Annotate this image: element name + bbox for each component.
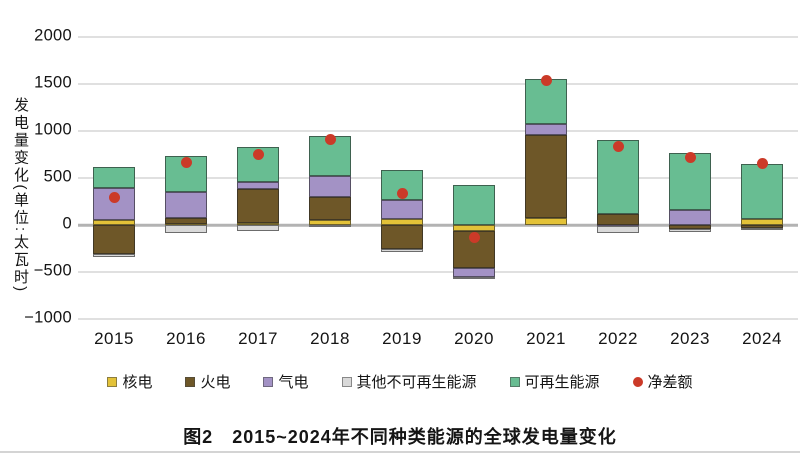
y-tick-label--1000: −1000	[24, 308, 72, 327]
bar-segment-renewable-2021	[525, 79, 567, 125]
bar-segment-gas-2018	[309, 175, 351, 197]
legend-swatch-other-icon	[341, 376, 352, 387]
gridline-2000	[78, 36, 798, 38]
legend-swatch-thermal-icon	[185, 376, 196, 387]
bar-segment-thermal-2023	[669, 225, 711, 229]
page-edge-line	[0, 451, 800, 453]
y-tick-label--500: −500	[33, 261, 72, 280]
net-dot-2018	[324, 133, 336, 145]
bar-segment-other-2019	[381, 248, 423, 252]
plot-area	[78, 36, 798, 320]
bar-segment-other-2017	[237, 225, 279, 231]
legend-label-other: 其他不可再生能源	[356, 374, 477, 391]
net-dot-2019	[396, 187, 408, 199]
gridline-1000	[78, 130, 798, 132]
legend-swatch-renewable-icon	[509, 376, 520, 387]
y-tick-label-500: 500	[43, 167, 72, 186]
x-axis-tick-labels: 2015 2016 2017 2018 2019 2020 2021 2022 2023 2024	[78, 329, 798, 353]
bar-segment-renewable-2022	[597, 140, 639, 214]
bar-segment-nuclear-2018	[309, 220, 351, 225]
bar-segment-thermal-2022	[597, 213, 639, 225]
bar-segment-renewable-2024	[741, 163, 783, 220]
bar-segment-thermal-2018	[309, 196, 351, 221]
bar-segment-other-2022	[597, 226, 639, 234]
legend-item-thermal: 火电	[185, 371, 230, 392]
net-dot-2020	[468, 231, 480, 243]
bar-segment-nuclear-2017	[237, 223, 279, 226]
x-tick-label-2017: 2017	[238, 329, 278, 348]
net-dot-2023	[684, 151, 696, 163]
bar-segment-gas-2016	[165, 192, 207, 218]
bar-segment-nuclear-2021	[525, 218, 567, 225]
legend-label-nuclear: 核电	[122, 374, 153, 391]
gridline--500	[78, 271, 798, 273]
legend-swatch-gas-icon	[263, 376, 274, 387]
legend-item-other: 其他不可再生能源	[341, 371, 477, 392]
bar-segment-renewable-2020	[453, 184, 495, 225]
net-dot-2024	[756, 158, 768, 170]
bar-segment-gas-2017	[237, 181, 279, 190]
x-tick-label-2020: 2020	[454, 329, 494, 348]
bar-segment-thermal-2015	[93, 225, 135, 255]
x-tick-label-2022: 2022	[598, 329, 638, 348]
legend-swatch-net-icon	[632, 376, 643, 387]
legend-item-net: 净差额	[632, 371, 693, 392]
bar-segment-thermal-2021	[525, 134, 567, 219]
net-dot-2017	[252, 149, 264, 160]
bar-segment-thermal-2016	[165, 217, 207, 224]
y-tick-label-0: 0	[62, 214, 72, 233]
legend-swatch-nuclear-icon	[107, 376, 118, 387]
x-tick-label-2019: 2019	[382, 329, 422, 348]
x-tick-label-2024: 2024	[742, 329, 782, 348]
bar-segment-other-2023	[669, 228, 711, 232]
bar-segment-gas-2019	[381, 199, 423, 220]
y-tick-label-1000: 1000	[34, 120, 72, 139]
bar-segment-gas-2021	[525, 124, 567, 135]
x-tick-label-2018: 2018	[310, 329, 350, 348]
gridline-1500	[78, 83, 798, 85]
bar-segment-other-2018	[309, 225, 351, 228]
net-dot-2021	[540, 74, 552, 86]
legend-item-nuclear: 核电	[107, 371, 152, 392]
y-tick-label-2000: 2000	[34, 26, 72, 45]
net-dot-2015	[108, 192, 120, 204]
bar-segment-nuclear-2020	[453, 225, 495, 231]
y-axis-title: 发电量变化(单位:太瓦时)	[12, 97, 29, 294]
figure-caption: 图2 2015~2024年不同种类能源的全球发电量变化	[183, 427, 617, 447]
bar-segment-thermal-2019	[381, 225, 423, 249]
bar-segment-nuclear-2019	[381, 219, 423, 225]
x-tick-label-2023: 2023	[670, 329, 710, 348]
gridline-500	[78, 177, 798, 179]
gridline--1000	[78, 318, 798, 320]
bar-segment-renewable-2015	[93, 167, 135, 189]
bar-segment-thermal-2017	[237, 189, 279, 224]
bar-segment-other-2016	[165, 225, 207, 233]
bar-segment-other-2024	[741, 227, 783, 230]
legend-item-renewable: 可再生能源	[509, 371, 600, 392]
bar-segment-renewable-2017	[237, 146, 279, 182]
legend: 核电 火电 气电 其他不可再生能源 可再生能源 净差额	[0, 371, 800, 392]
y-axis-tick-labels: 2000 1500 1000 500 0 −500 −1000	[0, 27, 72, 327]
legend-label-gas: 气电	[278, 374, 309, 391]
x-tick-label-2016: 2016	[166, 329, 206, 348]
x-tick-label-2015: 2015	[94, 329, 134, 348]
net-dot-2022	[612, 140, 624, 152]
legend-label-thermal: 火电	[200, 374, 231, 391]
bar-segment-thermal-2020	[453, 230, 495, 269]
bar-segment-other-2015	[93, 254, 135, 257]
gridline-0	[78, 223, 798, 227]
bar-segment-nuclear-2024	[741, 219, 783, 225]
bar-segment-thermal-2024	[741, 225, 783, 228]
legend-item-gas: 气电	[263, 371, 309, 392]
bar-segment-nuclear-2015	[93, 220, 135, 225]
net-dot-2016	[180, 156, 192, 168]
y-tick-label-1500: 1500	[34, 73, 72, 92]
bar-segment-other-2020	[453, 276, 495, 279]
bar-segment-gas-2023	[669, 209, 711, 225]
x-tick-label-2021: 2021	[526, 329, 566, 348]
bar-segment-gas-2020	[453, 268, 495, 277]
legend-label-net: 净差额	[647, 374, 693, 391]
legend-label-renewable: 可再生能源	[524, 374, 600, 391]
